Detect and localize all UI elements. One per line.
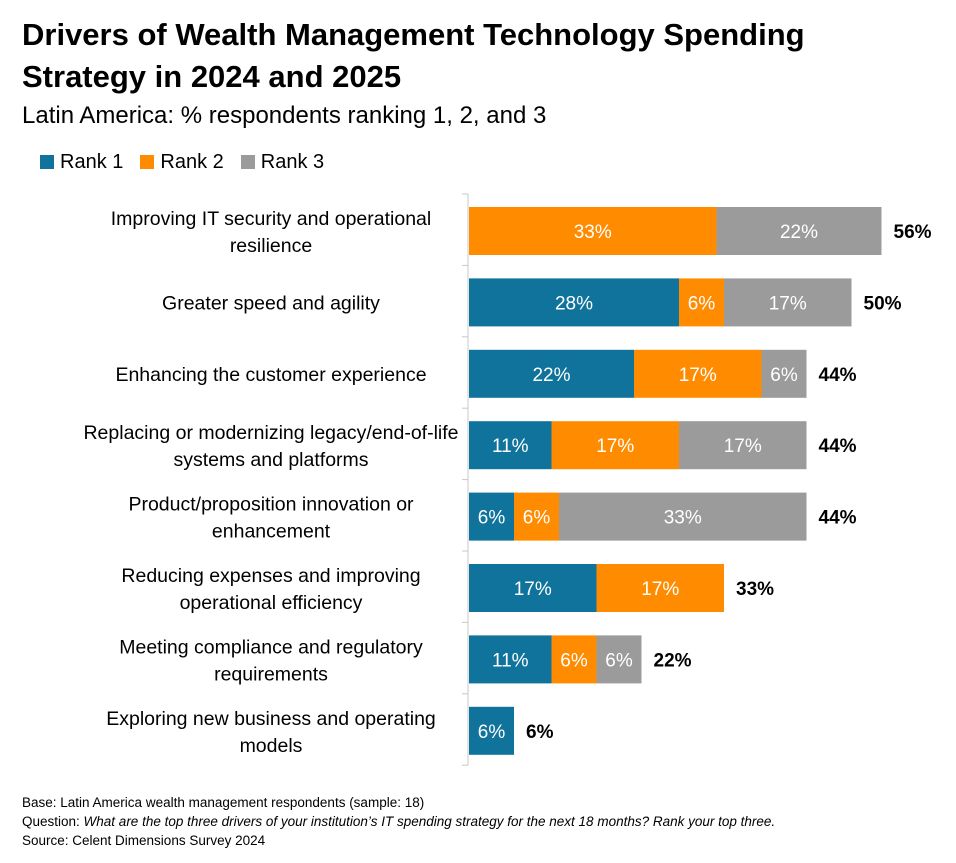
total-label: 22% [654, 650, 692, 671]
data-label-rank-1: 28% [555, 293, 593, 314]
category-label: Product/proposition innovation or enhance… [128, 494, 414, 543]
legend-swatch-rank-1 [40, 155, 54, 169]
bar-segment-rank-3 [559, 492, 807, 541]
legend-swatch-rank-2 [140, 155, 155, 169]
data-label-rank-1: 11% [492, 650, 529, 671]
bar-segment-rank-2 [551, 421, 679, 470]
footer: Base: Latin America wealth management re… [22, 793, 775, 850]
total-label: 44% [819, 365, 857, 386]
total-label: 33% [736, 579, 774, 600]
footer-question-text: What are the top three drivers of your i… [83, 814, 776, 829]
bar-segment-rank-2 [514, 492, 559, 541]
legend-label-rank-2: Rank 2 [160, 150, 224, 173]
total-label: 44% [819, 436, 857, 457]
bar-segment-rank-3 [679, 421, 807, 470]
category-label: Meeting compliance and regulatory require… [119, 636, 423, 685]
category-label: Reducing expenses and improving operation… [121, 565, 420, 614]
data-label-rank-2: 17% [679, 365, 717, 386]
data-label-rank-1: 17% [514, 579, 552, 600]
data-label-rank-2: 33% [574, 222, 612, 243]
bar-segment-rank-2 [679, 278, 724, 327]
category-label-line: operational efficiency [180, 592, 363, 614]
legend-label-rank-3: Rank 3 [260, 150, 325, 173]
category-label: Greater speed and agility [162, 292, 380, 314]
footer-question: Question: What are the top three drivers… [22, 812, 775, 831]
chart-subtitle: Latin America: % respondents ranking 1, … [22, 102, 547, 129]
bar-segment-rank-1 [469, 706, 514, 755]
total-label: 6% [526, 722, 554, 743]
category-label-line: resilience [230, 235, 312, 257]
bar-segment-rank-3 [716, 207, 882, 255]
data-label-rank-3: 22% [780, 222, 818, 243]
footer-base: Base: Latin America wealth management re… [22, 795, 425, 810]
category-label-line: requirements [214, 663, 328, 685]
bar-segment-rank-2 [551, 635, 597, 684]
bar-segment-rank-1 [469, 492, 514, 541]
category-label: Improving IT security and operational res… [111, 208, 431, 257]
data-label-rank-3: 33% [664, 508, 702, 529]
legend-item-rank-2: Rank 2 [140, 150, 224, 174]
category-label-line: Exploring new business and operating [106, 708, 436, 730]
data-label-rank-2: 17% [641, 579, 679, 600]
total-label: 56% [894, 222, 932, 243]
bar-segment-rank-1 [469, 349, 634, 398]
total-label: 44% [819, 508, 857, 529]
data-label-rank-3: 6% [605, 650, 633, 671]
category-label-line: enhancement [212, 521, 331, 543]
data-label-rank-1: 6% [478, 722, 506, 743]
data-label-rank-3: 17% [724, 436, 762, 457]
data-label-rank-1: 6% [478, 508, 506, 529]
data-label-rank-2: 6% [688, 293, 716, 314]
category-label: Replacing or modernizing legacy/end-of-l… [83, 422, 458, 471]
category-label-line: systems and platforms [173, 449, 368, 471]
bar-segment-rank-1 [469, 278, 679, 327]
category-label: Exploring new business and operating mode… [106, 708, 436, 757]
bar-segment-rank-3 [761, 349, 807, 398]
footer-question-label: Question: [22, 814, 84, 829]
bar-segment-rank-3 [724, 278, 852, 327]
legend: Rank 1 Rank 2 Rank 3 [40, 148, 341, 176]
data-label-rank-1: 22% [532, 365, 570, 386]
data-label-rank-3: 6% [770, 365, 798, 386]
bar-segment-rank-3 [596, 635, 642, 684]
category-label-line: Meeting compliance and regulatory [119, 636, 423, 658]
chart-title: Drivers of Wealth Management Technology … [22, 17, 805, 94]
category-label-line: Enhancing the customer experience [115, 364, 426, 386]
bar-segment-rank-2 [596, 564, 724, 612]
data-label-rank-2: 17% [596, 436, 634, 457]
legend-item-rank-3: Rank 3 [240, 150, 325, 174]
data-label-rank-1: 11% [492, 436, 529, 457]
data-label-rank-2: 6% [523, 508, 551, 529]
bar-segment-rank-1 [469, 635, 552, 684]
bar-chart: Improving IT security and operational res… [83, 193, 932, 766]
bar-segment-rank-2 [634, 349, 762, 398]
category-label-line: Replacing or modernizing legacy/end-of-l… [83, 422, 458, 444]
bar-segment-rank-1 [469, 564, 597, 612]
legend-item-rank-1: Rank 1 [40, 151, 123, 174]
category-label-line: Greater speed and agility [162, 292, 380, 314]
legend-label-rank-1: Rank 1 [60, 150, 124, 173]
bar-segment-rank-2 [469, 207, 717, 255]
total-label: 50% [864, 293, 902, 314]
legend-swatch-rank-3 [240, 155, 255, 169]
category-label-line: Improving IT security and operational [111, 208, 431, 230]
data-label-rank-3: 17% [769, 293, 807, 314]
bar-segment-rank-1 [469, 421, 552, 470]
data-label-rank-2: 6% [560, 650, 588, 671]
category-label-line: models [240, 735, 303, 757]
category-label-line: Reducing expenses and improving [121, 565, 420, 587]
category-label: Enhancing the customer experience [115, 364, 426, 386]
category-label-line: Product/proposition innovation or [128, 494, 414, 516]
footer-source: Source: Celent Dimensions Survey 2024 [22, 833, 266, 848]
